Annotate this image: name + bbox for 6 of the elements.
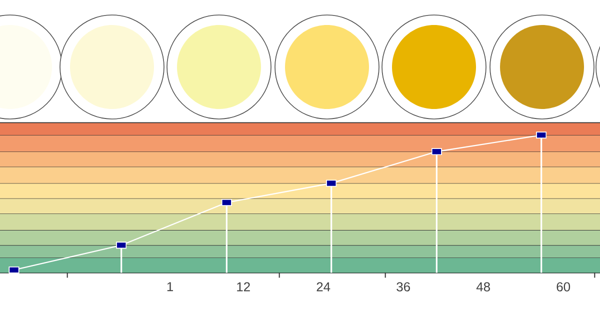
x-tick-label: 12 (237, 282, 250, 292)
x-tick-label: 24 (316, 282, 330, 292)
x-tick-label: 60 (556, 282, 570, 292)
x-tick-label: 36 (396, 282, 410, 292)
x-tick-label: 1 (167, 282, 173, 292)
x-tick-label: 48 (476, 282, 490, 292)
